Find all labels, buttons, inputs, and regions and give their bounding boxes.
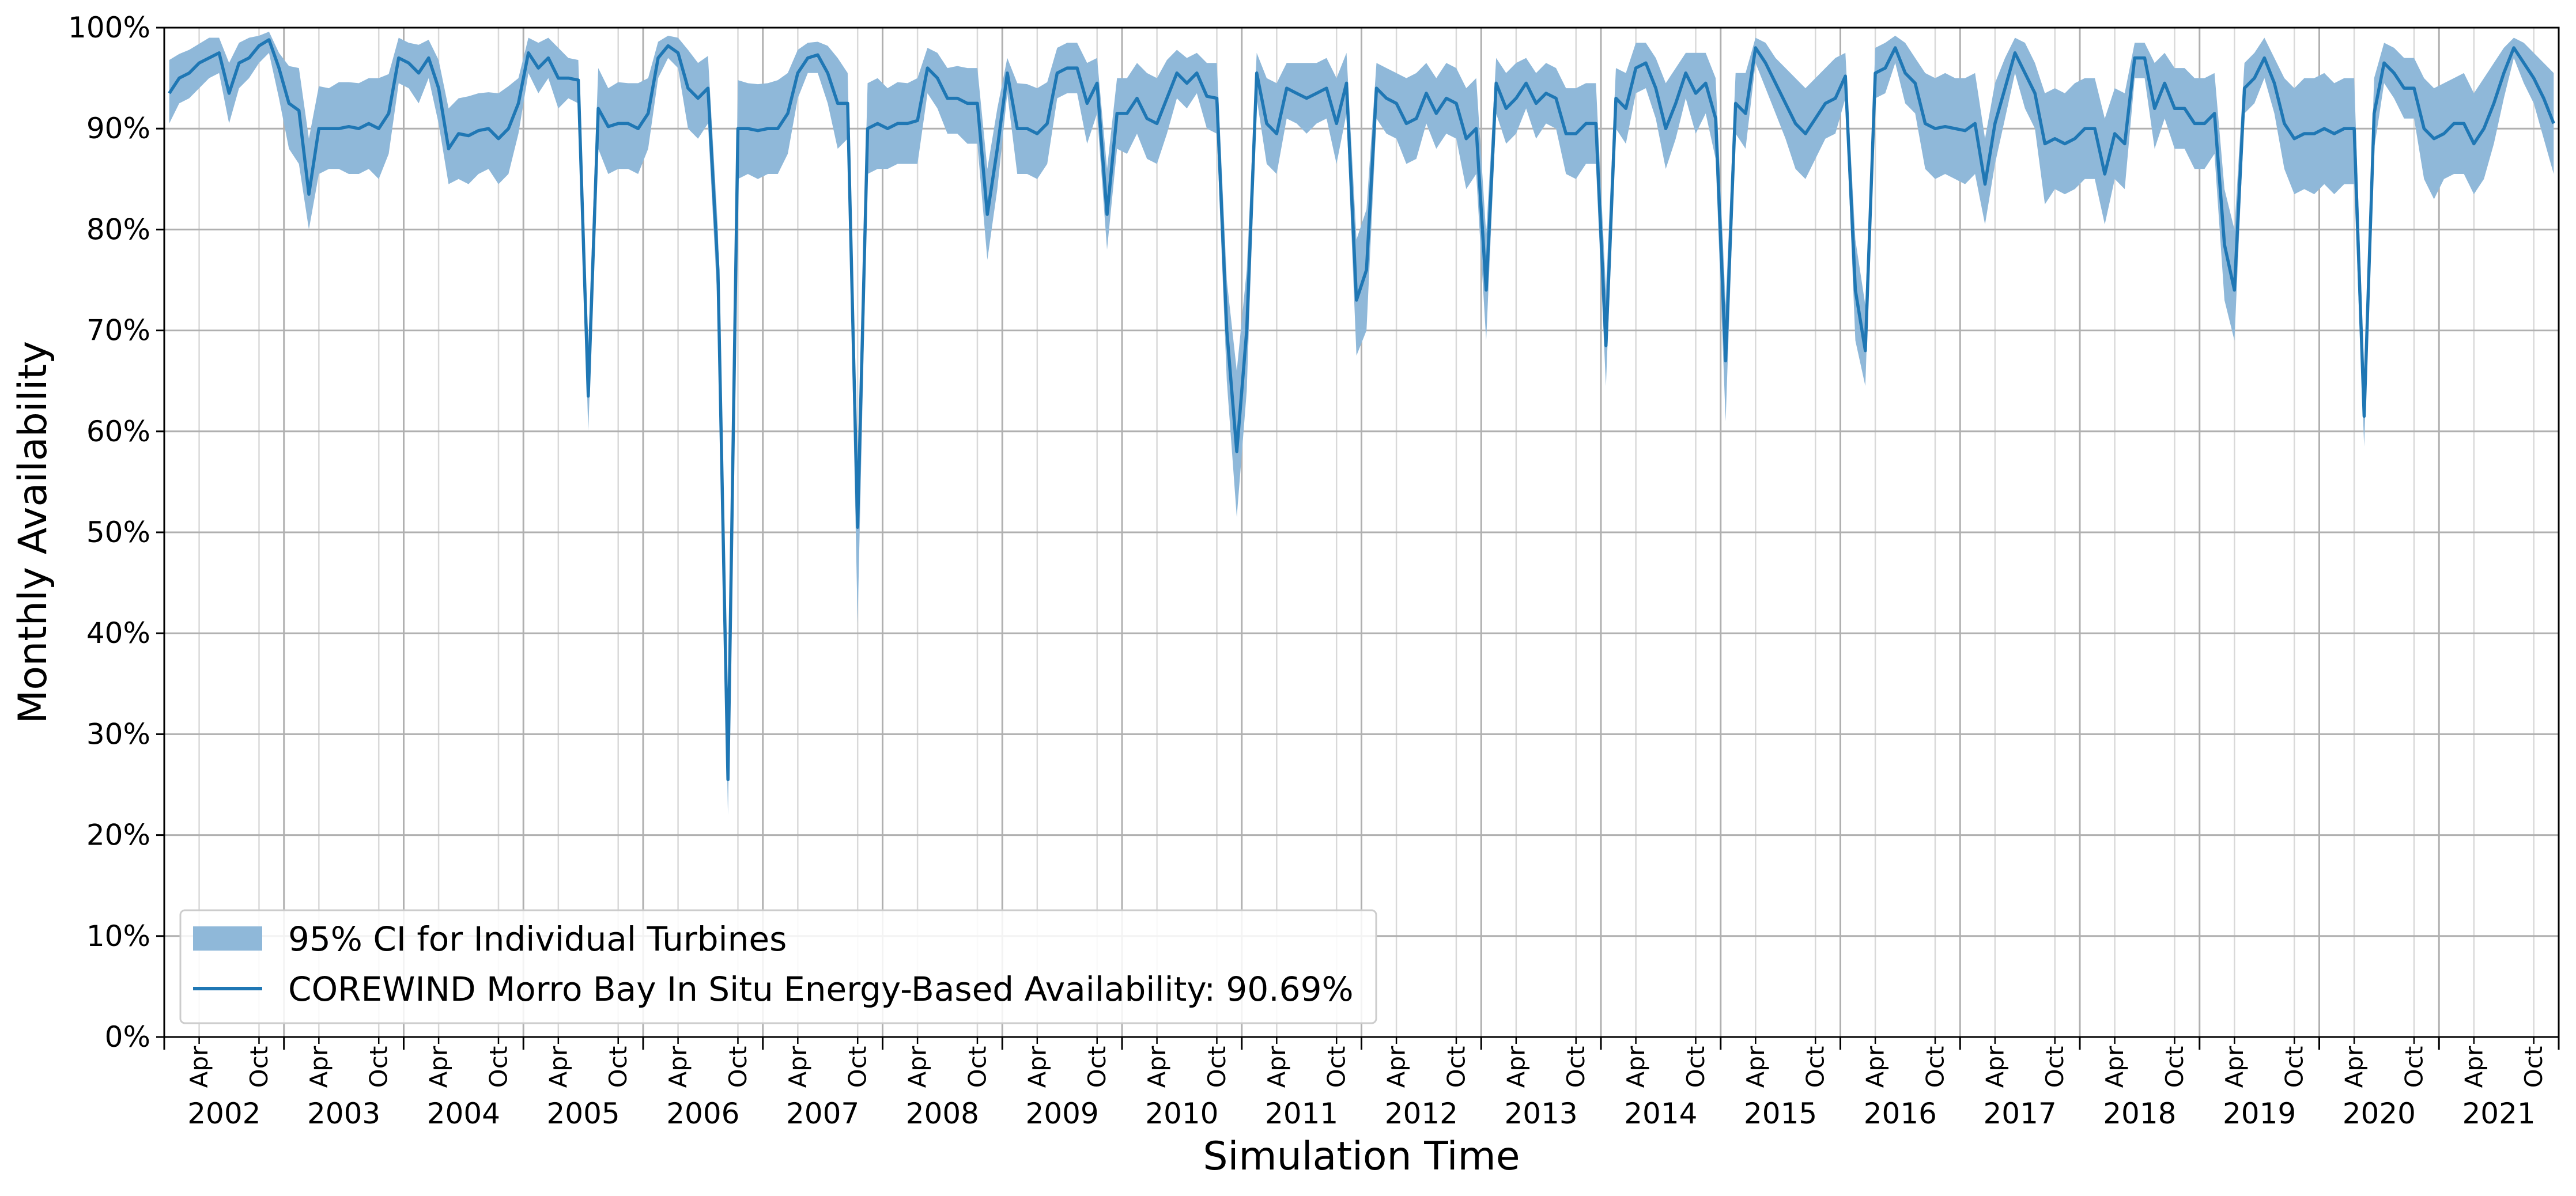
month-tick-label: Oct [963, 1046, 991, 1088]
month-tick-label: Apr [1981, 1046, 2009, 1088]
legend-band-swatch [193, 926, 262, 951]
y-tick-label: 100% [68, 11, 150, 44]
month-tick-label: Oct [1323, 1046, 1351, 1088]
month-tick-label: Oct [724, 1046, 752, 1088]
month-tick-label: Apr [784, 1046, 812, 1088]
y-tick-label: 50% [86, 516, 150, 549]
year-tick-label: 2011 [1265, 1097, 1338, 1130]
y-tick-label: 20% [86, 819, 150, 852]
month-tick-label: Oct [365, 1046, 393, 1088]
legend-label-ci: 95% CI for Individual Turbines [288, 919, 787, 959]
year-tick-label: 2006 [666, 1097, 739, 1130]
month-tick-label: Oct [1442, 1046, 1470, 1088]
y-tick-label: 30% [86, 717, 150, 751]
legend-box [179, 909, 1377, 1024]
month-tick-label: Oct [1083, 1046, 1111, 1088]
availability-line [168, 38, 2555, 781]
month-tick-label: Oct [2520, 1046, 2548, 1088]
month-tick-label: Oct [2400, 1046, 2428, 1088]
month-tick-label: Apr [1861, 1046, 1890, 1088]
month-tick-label: Oct [604, 1046, 632, 1088]
month-tick-label: Apr [904, 1046, 932, 1088]
month-tick-label: Oct [1921, 1046, 1949, 1088]
month-tick-label: Apr [1263, 1046, 1291, 1088]
month-tick-label: Apr [1742, 1046, 1770, 1088]
year-tick-label: 2015 [1744, 1097, 1817, 1130]
major-gridlines [164, 28, 2559, 1037]
month-tick-label: Oct [2280, 1046, 2309, 1088]
month-tick-label: Oct [484, 1046, 512, 1088]
year-tick-label: 2009 [1026, 1097, 1099, 1130]
year-tick-label: 2003 [307, 1097, 380, 1130]
legend-label-availability: COREWIND Morro Bay In Situ Energy-Based … [288, 970, 1354, 1009]
month-tick-label: Apr [664, 1046, 692, 1088]
y-tick-label: 60% [86, 415, 150, 448]
month-tick-label: Apr [1502, 1046, 1530, 1088]
y-axis-ticks: 0% 10% 20% 30% 40% 50% 60% 70% 80% 90% 100% [68, 11, 164, 1054]
x-axis-title: Simulation Time [1203, 1134, 1520, 1179]
plot-data [168, 32, 2555, 815]
month-tick-label: Oct [2160, 1046, 2189, 1088]
month-tick-label: Oct [245, 1046, 273, 1088]
month-tick-label: Apr [544, 1046, 572, 1088]
y-tick-label: 80% [86, 213, 150, 246]
month-tick-label: Apr [1383, 1046, 1411, 1088]
year-tick-label: 2002 [187, 1097, 260, 1130]
year-tick-label: 2004 [427, 1097, 500, 1130]
year-tick-label: 2020 [2343, 1097, 2416, 1130]
y-tick-label: 70% [86, 314, 150, 347]
month-tick-label: Apr [2340, 1046, 2369, 1088]
year-tick-label: 2016 [1864, 1097, 1937, 1130]
month-tick-label: Apr [2220, 1046, 2249, 1088]
month-tick-label: Oct [1562, 1046, 1590, 1088]
month-tick-label: Oct [1801, 1046, 1830, 1088]
year-tick-label: 2005 [547, 1097, 620, 1130]
month-tick-label: Apr [2460, 1046, 2488, 1088]
y-axis-title: Monthly Availability [10, 341, 56, 724]
year-tick-label: 2007 [786, 1097, 859, 1130]
month-tick-label: Apr [1143, 1046, 1171, 1088]
month-tick-label: Apr [2101, 1046, 2129, 1088]
year-tick-label: 2012 [1385, 1097, 1458, 1130]
year-tick-label: 2014 [1624, 1097, 1697, 1130]
y-tick-label: 0% [105, 1020, 150, 1054]
month-tick-label: Apr [1622, 1046, 1650, 1088]
year-tick-label: 2018 [2103, 1097, 2176, 1130]
month-tick-label: Oct [1203, 1046, 1231, 1088]
ci-band [169, 32, 2554, 815]
year-tick-label: 2010 [1145, 1097, 1218, 1130]
month-tick-label: Apr [305, 1046, 333, 1088]
y-tick-label: 10% [86, 919, 150, 953]
y-tick-label: 40% [86, 616, 150, 650]
legend: 95% CI for Individual Turbines COREWIND … [179, 909, 1377, 1024]
year-tick-label: 2017 [1984, 1097, 2057, 1130]
year-tick-label: 2013 [1505, 1097, 1578, 1130]
month-tick-label: Oct [1682, 1046, 1710, 1088]
month-tick-label: Oct [2041, 1046, 2069, 1088]
x-axis-ticks: Apr Oct 2002 Apr Oct 2003 Apr Oct 2004 Apr Oct 2005… [163, 1037, 2560, 1130]
month-tick-label: Apr [1023, 1046, 1051, 1088]
month-tick-label: Apr [185, 1046, 213, 1088]
year-tick-label: 2019 [2223, 1097, 2296, 1130]
y-tick-label: 90% [86, 112, 150, 145]
month-tick-label: Oct [844, 1046, 872, 1088]
year-tick-label: 2021 [2462, 1097, 2536, 1130]
month-tick-label: Apr [425, 1046, 453, 1088]
year-tick-label: 2008 [906, 1097, 979, 1130]
